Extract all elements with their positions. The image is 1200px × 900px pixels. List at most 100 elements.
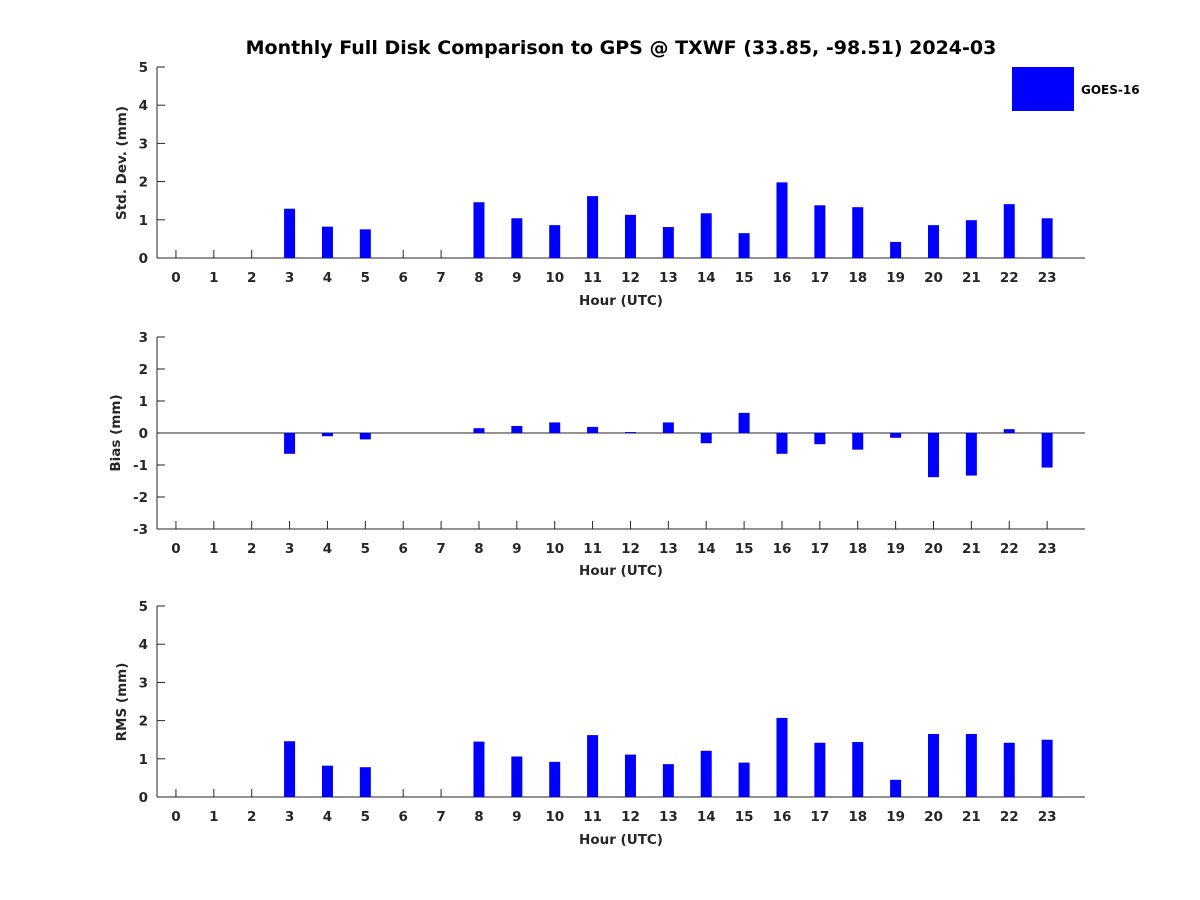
- x-tick-label: 4: [323, 541, 332, 557]
- x-tick-label: 7: [436, 541, 445, 557]
- x-tick-label: 16: [773, 270, 792, 286]
- x-tick-label: 3: [285, 541, 294, 557]
- bias-bar-hour-4: [321, 433, 333, 437]
- x-tick-label: 8: [474, 809, 483, 825]
- std-dev-bar-hour-15: [738, 233, 750, 258]
- bias-bar-hour-8: [473, 428, 485, 433]
- rms-bar-hour-15: [738, 762, 750, 797]
- rms-bar-hour-18: [852, 741, 864, 797]
- x-tick-label: 0: [171, 270, 180, 286]
- bias-bar-hour-12: [624, 432, 636, 434]
- x-tick-label: 18: [848, 541, 867, 557]
- bias-bar-hour-11: [587, 426, 599, 433]
- rms-bar-hour-9: [511, 756, 523, 797]
- y-tick-label: 0: [139, 790, 148, 806]
- std-dev-bar-hour-14: [700, 213, 712, 258]
- bias-bar-hour-3: [284, 433, 296, 454]
- bias-bar-hour-23: [1041, 433, 1053, 468]
- y-tick-label: 2: [139, 175, 148, 191]
- x-tick-label: 1: [209, 541, 218, 557]
- x-tick-label: 1: [209, 809, 218, 825]
- x-tick-label: 22: [1000, 809, 1019, 825]
- bias-bar-hour-19: [890, 433, 902, 438]
- x-tick-label: 19: [886, 270, 905, 286]
- x-tick-label: 11: [583, 270, 602, 286]
- x-tick-label: 13: [659, 809, 678, 825]
- rms-bar-hour-8: [473, 741, 485, 797]
- x-tick-label: 10: [545, 541, 564, 557]
- x-tick-label: 5: [361, 541, 370, 557]
- y-tick-label: 1: [139, 394, 148, 410]
- bias-bar-hour-5: [359, 433, 371, 440]
- std-dev-bar-hour-11: [587, 196, 599, 258]
- x-tick-label: 6: [399, 541, 408, 557]
- rms-bar-hour-11: [587, 735, 599, 797]
- y-tick-label: -2: [133, 490, 148, 506]
- x-tick-label: 15: [735, 809, 754, 825]
- y-tick-label: 1: [139, 752, 148, 768]
- x-tick-label: 23: [1038, 270, 1057, 286]
- std-dev-bar-hour-22: [1003, 204, 1015, 258]
- x-tick-label: 19: [886, 809, 905, 825]
- x-tick-label: 16: [773, 809, 792, 825]
- std-dev-bar-hour-21: [965, 220, 977, 258]
- std-dev-bar-hour-4: [321, 226, 333, 258]
- y-tick-label: 5: [139, 60, 148, 76]
- std-dev-bar-hour-5: [359, 229, 371, 258]
- rms-bar-hour-16: [776, 717, 788, 797]
- x-tick-label: 12: [621, 270, 640, 286]
- y-tick-label: 2: [139, 714, 148, 730]
- x-tick-label: 20: [924, 270, 943, 286]
- std-dev-bar-hour-16: [776, 182, 788, 258]
- rms-bar-hour-14: [700, 750, 712, 797]
- x-tick-label: 0: [171, 541, 180, 557]
- y-tick-label: 3: [139, 136, 148, 152]
- std-dev-bar-hour-3: [284, 208, 296, 258]
- x-tick-label: 8: [474, 541, 483, 557]
- x-tick-label: 20: [924, 809, 943, 825]
- x-tick-label: 4: [323, 809, 332, 825]
- bias-bar-hour-17: [814, 433, 826, 445]
- x-tick-label: 12: [621, 809, 640, 825]
- rms-bar-hour-5: [359, 767, 371, 797]
- x-tick-label: 21: [962, 809, 981, 825]
- rms-bar-hour-13: [662, 764, 674, 797]
- x-axis-label: Hour (UTC): [579, 832, 663, 848]
- y-tick-label: 5: [139, 599, 148, 615]
- x-tick-label: 4: [323, 270, 332, 286]
- rms-bar-hour-23: [1041, 739, 1053, 797]
- x-tick-label: 10: [545, 270, 564, 286]
- bias-bar-hour-22: [1003, 429, 1015, 433]
- x-tick-label: 7: [436, 270, 445, 286]
- std-dev-bar-hour-10: [549, 225, 561, 258]
- y-tick-label: 3: [139, 675, 148, 691]
- y-tick-label: 0: [139, 426, 148, 442]
- rms-bar-hour-3: [284, 741, 296, 797]
- y-tick-label: -3: [133, 522, 148, 538]
- x-tick-label: 11: [583, 809, 602, 825]
- x-tick-label: 0: [171, 809, 180, 825]
- bias-bar-hour-18: [852, 433, 864, 450]
- x-tick-label: 3: [285, 270, 294, 286]
- rms-bar-hour-10: [549, 761, 561, 797]
- x-tick-label: 5: [361, 809, 370, 825]
- x-tick-label: 1: [209, 270, 218, 286]
- chart-title: Monthly Full Disk Comparison to GPS @ TX…: [246, 37, 997, 59]
- x-tick-label: 3: [285, 809, 294, 825]
- y-axis-label: Bias (mm): [108, 394, 124, 471]
- rms-bar-hour-19: [890, 779, 902, 797]
- std-dev-bar-hour-8: [473, 202, 485, 258]
- y-tick-label: -1: [133, 458, 148, 474]
- bias-bar-hour-15: [738, 412, 750, 433]
- std-dev-bar-hour-19: [890, 241, 902, 258]
- x-tick-label: 8: [474, 270, 483, 286]
- y-tick-label: 2: [139, 362, 148, 378]
- legend-swatch: [1012, 67, 1074, 111]
- x-tick-label: 14: [697, 809, 716, 825]
- rms-bar-hour-21: [965, 733, 977, 797]
- x-tick-label: 23: [1038, 541, 1057, 557]
- x-tick-label: 17: [810, 809, 829, 825]
